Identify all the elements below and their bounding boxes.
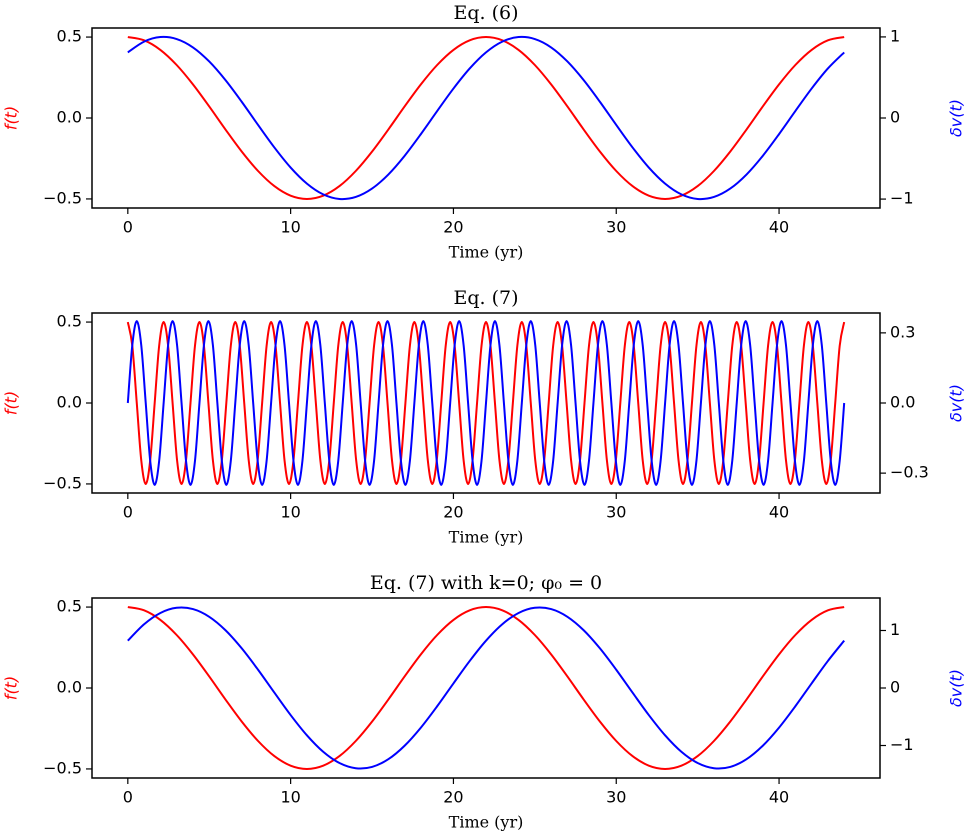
y2-tick-label: 1 — [890, 26, 900, 45]
x-tick-label: 30 — [606, 503, 626, 522]
chart-title: Eq. (7) — [453, 287, 518, 309]
y2-tick-label: −1 — [890, 735, 914, 754]
y2-tick-label: 0.0 — [890, 393, 915, 412]
x-tick-label: 40 — [769, 503, 789, 522]
x-tick-label: 20 — [443, 218, 463, 237]
x-tick-label: 0 — [123, 218, 133, 237]
y-tick-label: 0.0 — [57, 108, 82, 127]
y2-axis-label: δv(t) — [947, 384, 966, 422]
chart-title: Eq. (7) with k=0; φ₀ = 0 — [370, 572, 602, 594]
data-line — [127, 606, 845, 770]
data-line — [127, 606, 845, 770]
x-tick-label: 20 — [443, 503, 463, 522]
y2-tick-label: −1 — [890, 189, 914, 208]
x-axis-label: Time (yr) — [449, 243, 524, 262]
x-tick-label: 0 — [123, 503, 133, 522]
y-tick-label: 0.0 — [57, 678, 82, 697]
x-tick-label: 20 — [443, 788, 463, 807]
data-line — [127, 35, 845, 201]
y-tick-label: 0.5 — [57, 27, 82, 46]
y-axis-label: f(t) — [2, 676, 21, 700]
y2-tick-label: −0.3 — [890, 463, 929, 482]
y2-tick-label: 0 — [890, 108, 900, 127]
x-tick-label: 0 — [123, 788, 133, 807]
y-tick-label: 0.5 — [57, 597, 82, 616]
x-tick-label: 10 — [280, 218, 300, 237]
y-axis-label: f(t) — [2, 106, 21, 130]
x-axis-label: Time (yr) — [449, 528, 524, 547]
y2-tick-label: 0 — [890, 678, 900, 697]
plot-frame — [91, 597, 881, 779]
x-tick-label: 30 — [606, 218, 626, 237]
y2-tick-label: 1 — [890, 620, 900, 639]
x-tick-label: 40 — [769, 788, 789, 807]
y-tick-label: −0.5 — [43, 758, 82, 777]
y2-tick-label: 0.3 — [890, 322, 915, 341]
y2-axis-label: δv(t) — [947, 99, 966, 137]
data-line — [127, 36, 845, 200]
y-tick-label: 0.5 — [57, 312, 82, 331]
plot-frame — [91, 27, 881, 209]
x-tick-label: 40 — [769, 218, 789, 237]
y-tick-label: 0.0 — [57, 393, 82, 412]
x-tick-label: 10 — [280, 788, 300, 807]
x-axis-label: Time (yr) — [449, 813, 524, 832]
y2-axis-label: δv(t) — [947, 669, 966, 707]
chart-title: Eq. (6) — [453, 2, 518, 24]
x-tick-label: 30 — [606, 788, 626, 807]
data-line — [126, 320, 846, 486]
y-axis-label: f(t) — [2, 391, 21, 415]
data-line — [126, 321, 846, 485]
y-tick-label: −0.5 — [43, 188, 82, 207]
y-tick-label: −0.5 — [43, 473, 82, 492]
x-tick-label: 10 — [280, 503, 300, 522]
